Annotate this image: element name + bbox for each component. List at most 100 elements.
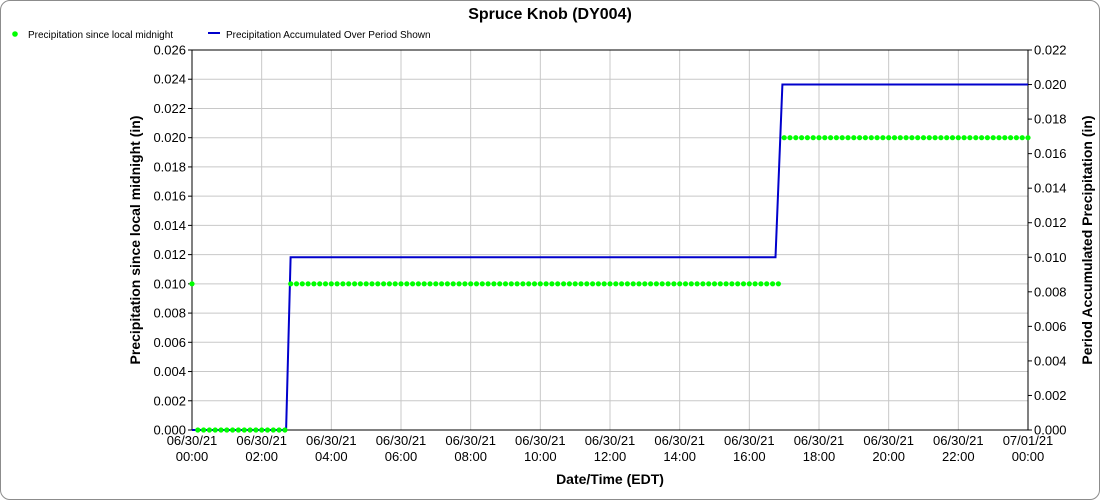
data-point (891, 135, 898, 141)
data-point (276, 427, 282, 433)
data-point (810, 135, 816, 141)
data-point (630, 281, 636, 287)
data-point (880, 135, 886, 141)
data-point (706, 281, 712, 287)
data-point (584, 281, 590, 287)
data-point (439, 281, 445, 287)
data-point (909, 135, 915, 141)
data-point (502, 281, 509, 287)
plot-area-border (191, 49, 1029, 431)
data-point (996, 135, 1002, 141)
x-tick-label-time: 10:00 (524, 449, 557, 464)
series-line-period-accumulated (192, 83, 1028, 431)
y-right-tick-label: 0.018 (1034, 112, 1067, 127)
data-point (264, 427, 271, 433)
x-tick-label-date: 06/30/21 (654, 433, 705, 448)
y-left-tick-label: 0.022 (153, 101, 186, 116)
data-point (549, 281, 555, 287)
data-point (688, 281, 694, 287)
x-tick-label-time: 04:00 (315, 449, 348, 464)
data-point (357, 281, 363, 287)
y-right-tick-label: 0.004 (1034, 353, 1067, 368)
data-point (590, 281, 596, 287)
data-point (555, 281, 561, 287)
data-point (787, 135, 793, 141)
data-point (311, 281, 317, 287)
data-point (868, 135, 874, 141)
data-point (624, 281, 631, 287)
data-point (758, 281, 764, 287)
data-point (259, 427, 265, 433)
data-point (270, 427, 276, 433)
y-left-tick-label: 0.008 (153, 306, 186, 321)
data-point (653, 281, 660, 287)
data-point (862, 135, 869, 141)
data-point (456, 281, 462, 287)
y-right-tick-label: 0.022 (1034, 43, 1067, 58)
data-point (700, 281, 706, 287)
x-tick-label-time: 22:00 (942, 449, 975, 464)
data-point (392, 281, 398, 287)
data-point (293, 281, 300, 287)
series-since-midnight (189, 135, 1031, 433)
data-point (375, 281, 381, 287)
y-right-tick-label: 0.010 (1034, 250, 1067, 265)
x-tick-label-date: 06/30/21 (236, 433, 287, 448)
y-left-tick-label: 0.018 (153, 159, 186, 174)
right-axis-ticks: 0.000 0.002 0.004 0.006 0.008 0.010 0.012 0.014… (1028, 43, 1067, 438)
data-point (444, 281, 450, 287)
x-tick-label-date: 06/30/21 (445, 433, 496, 448)
x-tick-label-time: 02:00 (245, 449, 278, 464)
data-point (967, 135, 973, 141)
y-left-tick-label: 0.006 (153, 335, 186, 350)
data-point (613, 281, 619, 287)
data-point (1008, 135, 1014, 141)
data-point (189, 281, 195, 287)
data-point (775, 281, 782, 287)
data-point (497, 281, 503, 287)
data-point (804, 135, 811, 141)
data-point (479, 281, 485, 287)
x-tick-label-time: 16:00 (733, 449, 766, 464)
data-point (201, 427, 207, 433)
left-axis-ticks: 0.000 0.002 0.004 0.006 0.008 0.010 0.012 0.014… (153, 43, 192, 438)
data-point (195, 427, 201, 433)
data-point (735, 281, 741, 287)
data-point (334, 281, 340, 287)
x-tick-label-date: 06/30/21 (515, 433, 566, 448)
data-point (253, 427, 259, 433)
data-point (607, 281, 613, 287)
data-point (648, 281, 654, 287)
data-point (938, 135, 944, 141)
data-point (206, 427, 212, 433)
data-point (537, 281, 543, 287)
data-point (1002, 135, 1008, 141)
data-point (514, 281, 520, 287)
y-right-tick-label: 0.014 (1034, 181, 1067, 196)
data-point (984, 135, 991, 141)
data-point (990, 135, 996, 141)
x-tick-label-date: 06/30/21 (306, 433, 357, 448)
data-point (711, 281, 718, 287)
data-point (729, 281, 735, 287)
data-point (282, 427, 288, 433)
legend: Precipitation since local midnight Preci… (12, 30, 431, 41)
data-point (944, 135, 950, 141)
data-point (218, 427, 224, 433)
data-point (491, 281, 497, 287)
data-point (230, 427, 236, 433)
data-point (322, 281, 329, 287)
data-point (1019, 135, 1025, 141)
data-point (665, 281, 671, 287)
data-point (224, 427, 230, 433)
data-point (671, 281, 677, 287)
data-point (578, 281, 584, 287)
data-point (561, 281, 567, 287)
data-point (955, 135, 961, 141)
data-point (770, 281, 776, 287)
data-point (1025, 135, 1031, 141)
data-point (740, 281, 747, 287)
data-point (305, 281, 311, 287)
x-tick-label-date: 06/30/21 (724, 433, 775, 448)
